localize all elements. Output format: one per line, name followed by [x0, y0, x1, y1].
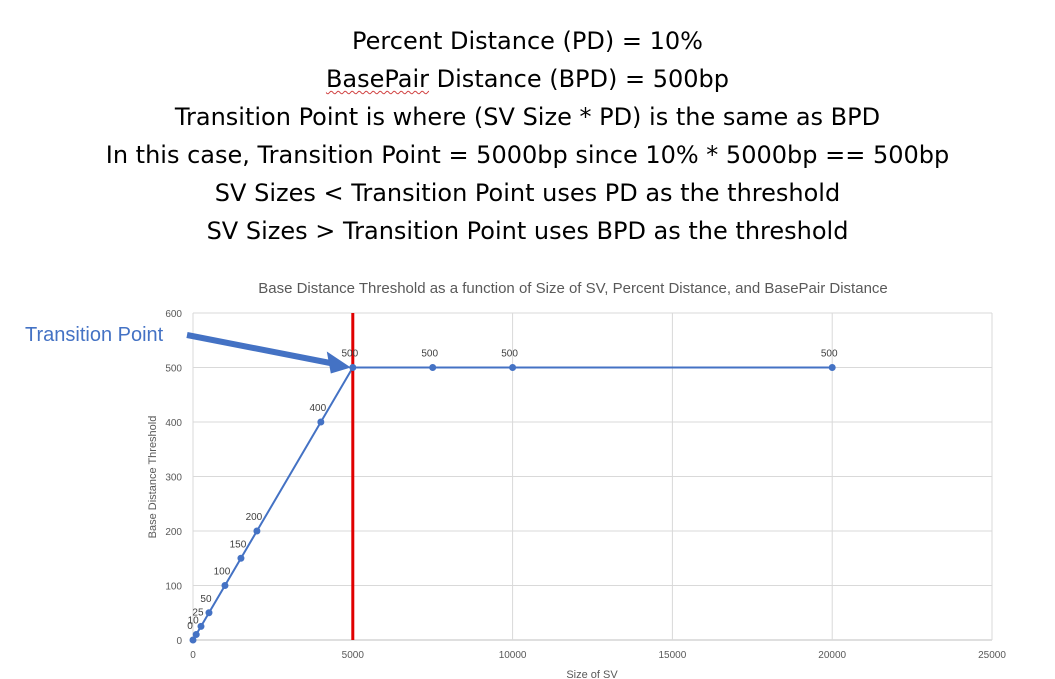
x-axis-ticks: 0 5000 10000 15000 20000 25000 [190, 650, 1006, 661]
y-tick-label: 400 [165, 418, 182, 429]
data-label: 200 [246, 512, 263, 523]
header-line-2-prefix: BasePair [325, 65, 430, 93]
explanation-text: Percent Distance (PD) = 10% BasePair Dis… [0, 22, 1055, 250]
y-axis-ticks: 0 100 200 300 400 500 600 [165, 309, 182, 647]
data-point [189, 636, 197, 644]
data-label: 400 [309, 403, 326, 414]
data-label: 150 [230, 539, 247, 550]
data-label: 500 [821, 349, 838, 360]
header-line-1: Percent Distance (PD) = 10% [352, 27, 703, 55]
y-tick-label: 500 [165, 364, 182, 375]
header-line-4: In this case, Transition Point = 5000bp … [105, 141, 950, 169]
y-tick-label: 600 [165, 309, 182, 320]
data-point [509, 364, 517, 371]
series-points [189, 364, 836, 644]
data-label: 10 [188, 616, 200, 627]
x-axis-label: Size of SV [566, 669, 618, 679]
data-point [253, 527, 261, 535]
data-label: 100 [214, 567, 231, 578]
header-line-2-suffix: Distance (BPD) = 500bp [429, 65, 730, 93]
data-point [429, 364, 437, 371]
data-point [197, 622, 205, 630]
data-point [192, 631, 200, 639]
y-tick-label: 200 [165, 527, 182, 538]
x-tick-label: 15000 [658, 650, 686, 661]
header-line-5: SV Sizes < Transition Point uses PD as t… [214, 179, 841, 207]
data-point [828, 364, 836, 371]
arrow-shaft [186, 332, 334, 367]
x-tick-label: 5000 [342, 650, 365, 661]
x-tick-label: 10000 [499, 650, 527, 661]
data-label: 500 [501, 349, 518, 360]
chart-title: Base Distance Threshold as a function of… [258, 280, 888, 297]
x-tick-label: 0 [190, 650, 196, 661]
data-label: 500 [341, 349, 358, 360]
data-label: 50 [200, 594, 212, 605]
transition-point-label: Transition Point [25, 324, 164, 346]
arrow-head [326, 351, 351, 374]
header-line-6: SV Sizes > Transition Point uses BPD as … [206, 217, 849, 245]
y-axis-label: Base Distance Threshold [147, 416, 159, 539]
header-line-2: BasePair Distance (BPD) = 500bp [0, 60, 1055, 98]
y-tick-label: 300 [165, 473, 182, 484]
data-point [317, 418, 325, 426]
data-point [205, 609, 213, 617]
y-tick-label: 100 [165, 582, 182, 593]
y-tick-label: 0 [176, 636, 182, 647]
data-point [349, 364, 357, 371]
transition-arrow [186, 332, 351, 374]
data-label: 500 [421, 349, 438, 360]
x-tick-label: 20000 [818, 650, 846, 661]
data-point [221, 582, 229, 589]
x-tick-label: 25000 [978, 650, 1006, 661]
data-label: 25 [192, 607, 204, 618]
data-point [237, 554, 245, 562]
header-line-3: Transition Point is where (SV Size * PD)… [174, 103, 881, 131]
data-label: 0 [187, 621, 193, 632]
